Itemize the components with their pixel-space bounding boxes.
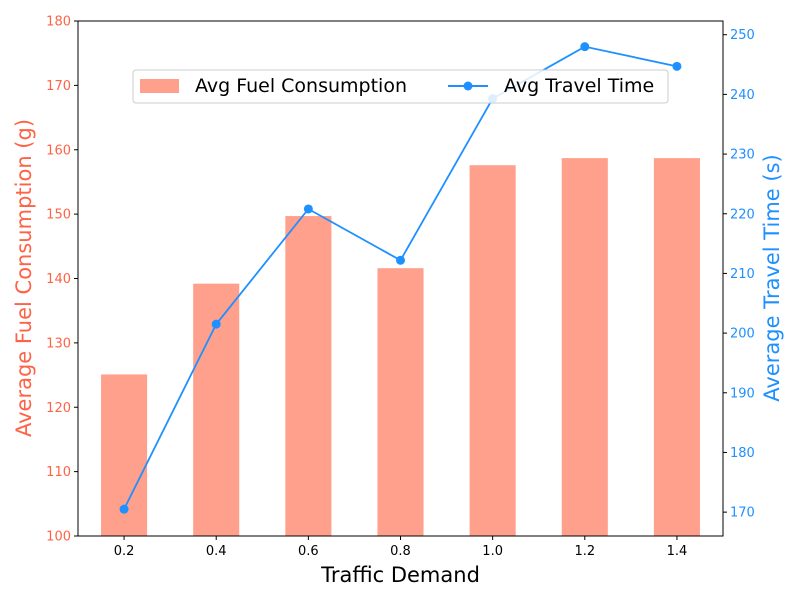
y-right-tick-label-240: 240 <box>730 88 755 103</box>
x-tick-label-1.0: 1.0 <box>482 544 503 559</box>
y-left-tick-label-170: 170 <box>46 79 71 94</box>
point-0.2 <box>119 504 129 514</box>
x-tick-label-1.2: 1.2 <box>574 544 595 559</box>
y-left-tick-label-120: 120 <box>46 401 71 416</box>
y-axis-left-title: Average Fuel Consumption (g) <box>12 119 36 437</box>
y-right-tick-label-200: 200 <box>730 327 755 342</box>
point-0.6 <box>303 204 313 214</box>
y-left-tick-label-150: 150 <box>46 208 71 223</box>
bar-1.0 <box>469 165 516 536</box>
point-1.2 <box>580 42 590 52</box>
y-right-tick-label-210: 210 <box>730 267 755 282</box>
y-left-tick-label-180: 180 <box>46 15 71 30</box>
legend-swatch-bar <box>140 79 179 93</box>
bar-1.2 <box>561 158 608 536</box>
bar-0.8 <box>377 268 424 536</box>
legend-label-travel: Avg Travel Time <box>504 75 654 97</box>
y-axis-right-title: Average Travel Time (s) <box>760 154 784 401</box>
legend: Avg Fuel Consumption Avg Travel Time <box>132 69 669 104</box>
point-0.4 <box>211 319 221 329</box>
y-left-tick-label-100: 100 <box>46 530 71 545</box>
x-tick-label-0.8: 0.8 <box>390 544 411 559</box>
bar-0.6 <box>285 216 332 536</box>
x-axis-title: Traffic Demand <box>320 563 480 587</box>
y-left-tick-label-140: 140 <box>46 272 71 287</box>
point-1.4 <box>672 61 682 71</box>
bar-1.4 <box>653 158 700 536</box>
x-tick-label-0.4: 0.4 <box>206 544 227 559</box>
y-axis-right: 170 180 190 200 210 220 230 240 250 <box>723 28 755 521</box>
y-left-tick-label-110: 110 <box>46 465 71 480</box>
x-tick-label-0.6: 0.6 <box>298 544 319 559</box>
y-right-tick-label-180: 180 <box>730 446 755 461</box>
point-0.8 <box>396 255 405 265</box>
x-axis: 0.2 0.4 0.6 0.8 1.0 1.2 1.4 <box>114 536 688 559</box>
x-tick-label-0.2: 0.2 <box>114 544 135 559</box>
y-right-tick-label-230: 230 <box>730 148 755 163</box>
y-left-tick-label-160: 160 <box>46 143 71 158</box>
legend-label-fuel: Avg Fuel Consumption <box>195 75 407 97</box>
y-right-tick-label-250: 250 <box>730 28 755 43</box>
y-right-tick-label-190: 190 <box>730 386 755 401</box>
x-tick-label-1.4: 1.4 <box>667 544 688 559</box>
y-right-tick-label-220: 220 <box>730 207 755 222</box>
legend-box <box>132 69 669 104</box>
y-axis-left: 100 110 120 130 140 150 160 170 180 <box>46 15 78 545</box>
y-left-tick-label-130: 130 <box>46 336 71 351</box>
y-right-tick-label-170: 170 <box>730 506 755 521</box>
bar-series <box>101 158 700 536</box>
legend-swatch-marker <box>463 81 473 91</box>
